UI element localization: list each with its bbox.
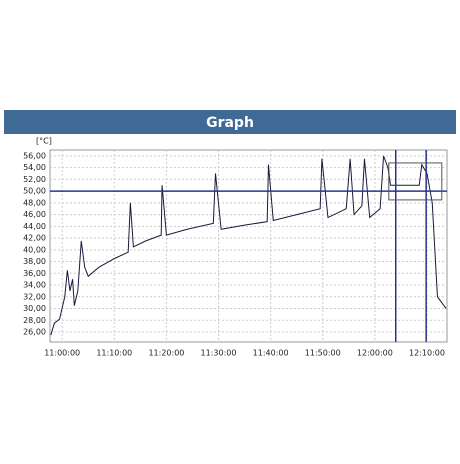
y-tick-label: 44,00 bbox=[23, 222, 46, 231]
x-tick-label: 11:20:00 bbox=[148, 349, 184, 358]
y-axis-label: [°C] bbox=[36, 137, 52, 146]
x-tick-label: 12:00:00 bbox=[357, 349, 393, 358]
y-tick-label: 50,00 bbox=[23, 187, 46, 196]
y-tick-label: 42,00 bbox=[23, 234, 46, 243]
x-tick-label: 12:10:00 bbox=[409, 349, 445, 358]
y-tick-label: 56,00 bbox=[23, 151, 46, 160]
y-tick-label: 52,00 bbox=[23, 175, 46, 184]
x-tick-label: 11:40:00 bbox=[253, 349, 289, 358]
plot-area bbox=[49, 149, 448, 343]
y-tick-label: 40,00 bbox=[23, 245, 46, 254]
header-bar bbox=[4, 110, 456, 134]
y-tick-label: 36,00 bbox=[23, 269, 46, 278]
y-tick-label: 34,00 bbox=[23, 281, 46, 290]
chart-title: Graph bbox=[206, 115, 254, 131]
y-tick-label: 28,00 bbox=[23, 316, 46, 325]
x-tick-label: 11:30:00 bbox=[201, 349, 237, 358]
y-tick-label: 30,00 bbox=[23, 304, 46, 313]
x-tick-label: 11:00:00 bbox=[44, 349, 80, 358]
y-tick-label: 54,00 bbox=[23, 163, 46, 172]
data-line bbox=[50, 155, 447, 336]
x-tick-label: 11:10:00 bbox=[96, 349, 132, 358]
x-tick-label: 11:50:00 bbox=[305, 349, 341, 358]
y-tick-label: 48,00 bbox=[23, 198, 46, 207]
y-tick-label: 26,00 bbox=[23, 328, 46, 337]
y-tick-label: 38,00 bbox=[23, 257, 46, 266]
y-tick-label: 46,00 bbox=[23, 210, 46, 219]
zoom-box bbox=[388, 162, 443, 201]
y-tick-label: 32,00 bbox=[23, 292, 46, 301]
